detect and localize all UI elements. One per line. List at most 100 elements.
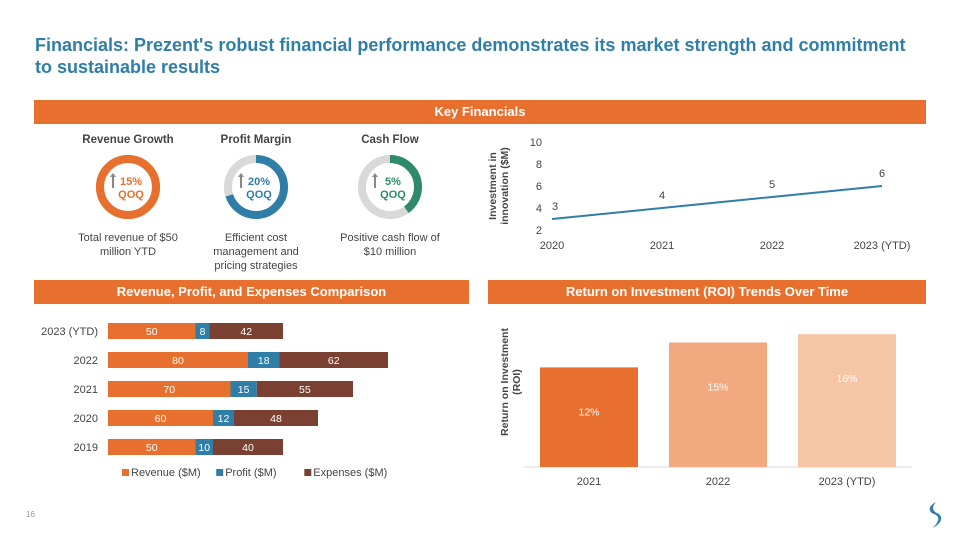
data-label: 6 <box>879 168 885 180</box>
bar-value-label: 42 <box>240 326 252 338</box>
page-title: Financials: Prezent's robust financial p… <box>35 35 906 77</box>
bar-segment <box>195 323 210 339</box>
bar-value-label: 70 <box>163 384 175 396</box>
bar-segment <box>195 439 213 455</box>
y-axis-label: Investment ininnovation ($M) <box>487 147 511 225</box>
page-number: 16 <box>26 510 35 519</box>
kpi-donut <box>358 155 422 219</box>
bar-value-label: 62 <box>328 355 340 367</box>
up-arrow-icon <box>372 173 378 188</box>
legend-swatch <box>304 469 312 476</box>
bar-segment <box>248 352 280 368</box>
series-line <box>551 185 883 220</box>
kpi-description: Efficient cost management and pricing st… <box>213 232 299 272</box>
y-axis-label-line: innovation ($M) <box>499 147 511 225</box>
y-tick-label: 10 <box>530 137 542 149</box>
bar-value-label: 16% <box>836 373 857 385</box>
y-axis-label-line: (ROI) <box>511 369 523 395</box>
up-arrow-icon <box>238 173 244 188</box>
bar-value-label: 48 <box>270 413 282 425</box>
bar-value-label: 18 <box>258 355 270 367</box>
legend-swatch <box>122 469 129 476</box>
roi-band: Return on Investment (ROI) Trends Over T… <box>488 280 926 304</box>
up-arrow-icon <box>110 173 116 188</box>
roi-bar-chart: Return on Investment(ROI) 12% 2021 15% 2022 1… <box>499 328 912 488</box>
kpi-donut <box>96 155 160 219</box>
bar-value-label: 8 <box>200 326 206 338</box>
kpi-unit: QOQ <box>246 189 272 201</box>
kpi-percent: 5% <box>385 176 401 188</box>
bar-value-label: 60 <box>155 413 167 425</box>
bar-segment <box>108 410 213 426</box>
category-label: 2020 <box>74 413 98 425</box>
donut-arc <box>96 155 160 219</box>
comparison-header: Revenue, Profit, and Expenses Comparison <box>116 284 387 299</box>
y-tick-label: 4 <box>536 203 542 215</box>
kpi-unit: QOQ <box>380 189 406 201</box>
bar-value-label: 15% <box>707 382 728 394</box>
kpi-description: Total revenue of $50 million YTD <box>78 232 178 258</box>
y-axis-label-line: Investment in <box>487 152 499 220</box>
bar-value-label: 80 <box>172 355 184 367</box>
data-label: 5 <box>769 179 775 191</box>
x-tick-label: 2022 <box>760 240 784 252</box>
data-label: 4 <box>659 190 665 202</box>
bar-value-label: 10 <box>198 442 210 454</box>
kpi-description: Positive cash flow of $10 million <box>340 232 440 258</box>
data-label: 3 <box>552 201 558 213</box>
bar-value-label: 12% <box>578 406 599 418</box>
category-label: 2023 (YTD) <box>41 326 98 338</box>
bar-segment <box>230 381 257 397</box>
x-tick-label: 2023 (YTD) <box>819 476 876 488</box>
bar-value-label: 12 <box>218 413 230 425</box>
x-tick-label: 2021 <box>577 476 601 488</box>
kpi-label: Revenue Growth <box>82 134 174 146</box>
legend-label: Expenses ($M) <box>313 467 387 479</box>
legend-swatch <box>216 469 224 476</box>
donut-arc <box>358 155 422 219</box>
bar-value-label: 55 <box>299 384 311 396</box>
roi-header: Return on Investment (ROI) Trends Over T… <box>565 284 849 299</box>
key-financials-band: Key Financials <box>34 100 926 124</box>
kpi-label: Profit Margin <box>220 134 292 146</box>
y-tick-label: 6 <box>536 181 542 193</box>
bar-segment <box>213 410 234 426</box>
kpi-value: 15% QOQ <box>108 176 154 202</box>
kpi-percent: 15% <box>119 176 143 188</box>
kpi-donut <box>224 155 288 219</box>
y-tick-label: 8 <box>536 159 542 171</box>
y-tick-label: 2 <box>536 225 542 237</box>
category-label: 2022 <box>74 355 98 367</box>
y-axis-label-line: Return on Investment <box>499 328 511 436</box>
x-tick-label: 2023 (YTD) <box>854 240 911 252</box>
legend-label: Revenue ($M) <box>131 467 201 479</box>
bar-segment <box>256 381 353 397</box>
kpi-value: 20% QOQ <box>236 176 282 202</box>
x-tick-label: 2021 <box>650 240 674 252</box>
category-label: 2021 <box>74 384 98 396</box>
x-tick-label: 2020 <box>540 240 564 252</box>
bar-segment <box>108 439 196 455</box>
roi-bar <box>798 334 896 467</box>
key-financials-header: Key Financials <box>434 104 526 119</box>
bar-segment <box>108 352 248 368</box>
roi-bar <box>669 342 767 467</box>
bar-value-label: 50 <box>146 326 158 338</box>
innovation-line-chart: Investment ininnovation ($M) 2 4 6 8 10 2020 20… <box>487 137 911 252</box>
comparison-stacked-bar-chart: 2023 (YTD) 50 8 42 2022 80 18 62 2021 70 15 55 2020 6… <box>41 323 388 479</box>
bar-segment <box>234 410 318 426</box>
donut-arc <box>224 155 288 219</box>
company-logo <box>929 502 942 528</box>
bar-value-label: 15 <box>238 384 250 396</box>
bar-value-label: 40 <box>242 442 254 454</box>
kpi-percent: 20% <box>247 176 271 188</box>
bar-value-label: 50 <box>146 442 158 454</box>
bar-segment <box>108 323 196 339</box>
y-axis-label: Return on Investment(ROI) <box>499 328 523 436</box>
bar-segment <box>279 352 388 368</box>
kpi-unit: QOQ <box>118 189 144 201</box>
category-label: 2019 <box>74 442 98 454</box>
bar-segment <box>108 381 231 397</box>
x-tick-label: 2022 <box>706 476 730 488</box>
kpi-label: Cash Flow <box>361 134 419 146</box>
